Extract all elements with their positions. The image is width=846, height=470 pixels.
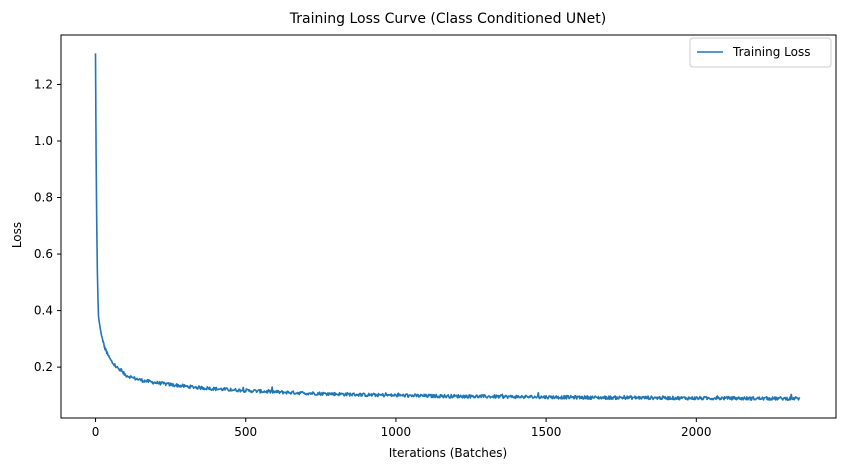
x-axis: 0 500 1000 1500 2000 [92,418,712,439]
y-axis-label: Loss [10,222,24,248]
x-tick-label: 1000 [381,425,412,439]
x-tick-label: 0 [92,425,100,439]
axes-frame [60,34,837,419]
legend-label: Training Loss [732,45,810,59]
y-tick-label: 0.4 [34,304,53,318]
x-tick-label: 1500 [531,425,562,439]
legend-box [689,37,832,68]
x-axis-label: Iterations (Batches) [389,446,507,460]
y-tick-label: 0.6 [34,247,53,261]
x-tick-label: 2000 [681,425,712,439]
series-line-training-loss [94,53,801,401]
plot-area: 0 500 1000 1500 2000 0.2 0.4 0.6 0.8 1.0 1.2 [34,34,837,439]
x-tick-label: 500 [234,425,257,439]
y-tick-label: 1.2 [34,77,53,91]
y-tick-label: 0.8 [34,191,53,205]
y-axis: 0.2 0.4 0.6 0.8 1.0 1.2 [34,77,61,374]
y-tick-label: 1.0 [34,134,53,148]
chart-title: Training Loss Curve (Class Conditioned U… [289,11,606,27]
legend: Training Loss [689,37,832,68]
y-tick-label: 0.2 [34,360,53,374]
